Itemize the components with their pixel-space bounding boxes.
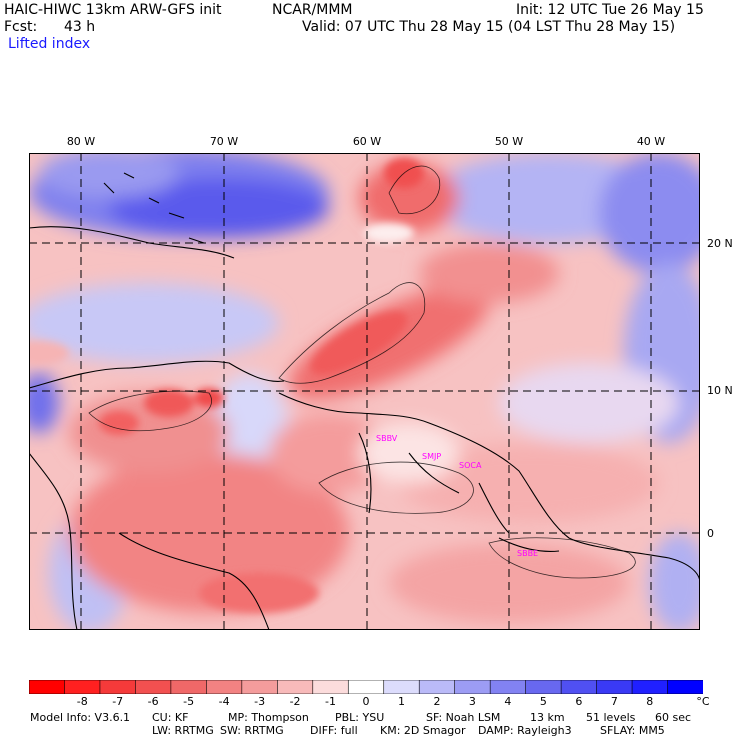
colorbar-swatch bbox=[135, 680, 172, 694]
colorbar-tick-label: -3 bbox=[254, 695, 266, 708]
colorbar-swatch bbox=[29, 680, 66, 694]
model-info-diff: DIFF: full bbox=[310, 724, 358, 737]
colorbar bbox=[29, 680, 703, 694]
model-info-sf: SF: Noah LSM bbox=[426, 711, 501, 724]
colorbar-tick-label: 5 bbox=[539, 695, 547, 708]
model-info-version: Model Info: V3.6.1 bbox=[30, 711, 131, 724]
colorbar-tick-label: 3 bbox=[468, 695, 476, 708]
model-info-cu: CU: KF bbox=[152, 711, 189, 724]
field-detail bbox=[29, 158, 424, 613]
colorbar-tick-label: -4 bbox=[218, 695, 230, 708]
forecast-hour: 43 h bbox=[64, 19, 96, 35]
colorbar-swatch bbox=[383, 680, 421, 694]
lon-label-70w: 70 W bbox=[209, 135, 239, 148]
colorbar-swatch bbox=[99, 680, 137, 694]
graticule bbox=[29, 153, 700, 630]
model-info-mp: MP: Thompson bbox=[228, 711, 309, 724]
station-sbbv: SBBV bbox=[376, 434, 398, 443]
lon-label-50w: 50 W bbox=[494, 135, 524, 148]
colorbar-swatch bbox=[560, 680, 598, 694]
station-soca: SOCA bbox=[459, 461, 482, 470]
colorbar-tick-label: 0 bbox=[362, 695, 370, 708]
colorbar-swatch bbox=[241, 680, 279, 694]
colorbar-swatch bbox=[667, 680, 703, 694]
colorbar-tick-label: 7 bbox=[610, 695, 618, 708]
colorbar-swatch bbox=[206, 680, 243, 694]
colorbar-swatch bbox=[418, 680, 456, 694]
colorbar-tick-label: -6 bbox=[147, 695, 159, 708]
station-sbbe: SBBE bbox=[517, 549, 538, 558]
colorbar-swatch bbox=[347, 680, 385, 694]
lat-label-10n: 10 N bbox=[707, 384, 733, 397]
colorbar-swatch bbox=[596, 680, 633, 694]
colorbar-swatch bbox=[64, 680, 101, 694]
colorbar-swatch bbox=[631, 680, 669, 694]
colorbar-tick-label: -8 bbox=[76, 695, 88, 708]
lon-label-60w: 60 W bbox=[352, 135, 382, 148]
lifted-index-map: SBBV SMJP SOCA SBBE bbox=[29, 153, 700, 630]
colorbar-swatch bbox=[489, 680, 527, 694]
model-info-resolution: 13 km bbox=[530, 711, 565, 724]
colorbar-tick-label: -1 bbox=[325, 695, 336, 708]
field-name: Lifted index bbox=[8, 36, 91, 52]
model-info-sflay: SFLAY: MM5 bbox=[600, 724, 665, 737]
field-shading bbox=[29, 153, 700, 630]
init-time: Init: 12 UTC Tue 26 May 15 bbox=[516, 2, 704, 18]
colorbar-tick-label: 2 bbox=[433, 695, 441, 708]
model-info-pbl: PBL: YSU bbox=[335, 711, 385, 724]
colorbar-swatch bbox=[525, 680, 562, 694]
lat-label-0: 0 bbox=[707, 527, 714, 540]
org-label: NCAR/MMM bbox=[272, 2, 353, 18]
colorbar-tick-label: 4 bbox=[504, 695, 512, 708]
forecast-label: Fcst: bbox=[4, 19, 38, 35]
station-smjp: SMJP bbox=[422, 452, 441, 461]
lon-label-80w: 80 W bbox=[66, 135, 96, 148]
model-info-km: KM: 2D Smagor bbox=[380, 724, 466, 737]
colorbar-unit: °C bbox=[696, 695, 710, 708]
colorbar-tick-label: 1 bbox=[397, 695, 405, 708]
colorbar-tick-label: -7 bbox=[112, 695, 124, 708]
colorbar-tick-label: -2 bbox=[289, 695, 301, 708]
valid-time: Valid: 07 UTC Thu 28 May 15 (04 LST Thu … bbox=[302, 19, 676, 35]
colorbar-swatch bbox=[454, 680, 491, 694]
map-frame bbox=[29, 153, 700, 630]
colorbar-tick-label: -5 bbox=[183, 695, 195, 708]
model-info-timestep: 60 sec bbox=[655, 711, 692, 724]
lat-label-20n: 20 N bbox=[707, 237, 733, 250]
model-info-sw: SW: RRTMG bbox=[220, 724, 284, 737]
colorbar-tick-label: 8 bbox=[646, 695, 654, 708]
colorbar-swatch bbox=[277, 680, 314, 694]
colorbar-swatch bbox=[170, 680, 208, 694]
colorbar-swatch bbox=[312, 680, 350, 694]
model-info-levels: 51 levels bbox=[586, 711, 636, 724]
model-info-damp: DAMP: Rayleigh3 bbox=[478, 724, 572, 737]
lon-label-40w: 40 W bbox=[636, 135, 666, 148]
model-info-lw: LW: RRTMG bbox=[152, 724, 214, 737]
colorbar-tick-label: 6 bbox=[575, 695, 583, 708]
model-title: HAIC-HIWC 13km ARW-GFS init bbox=[4, 2, 222, 18]
